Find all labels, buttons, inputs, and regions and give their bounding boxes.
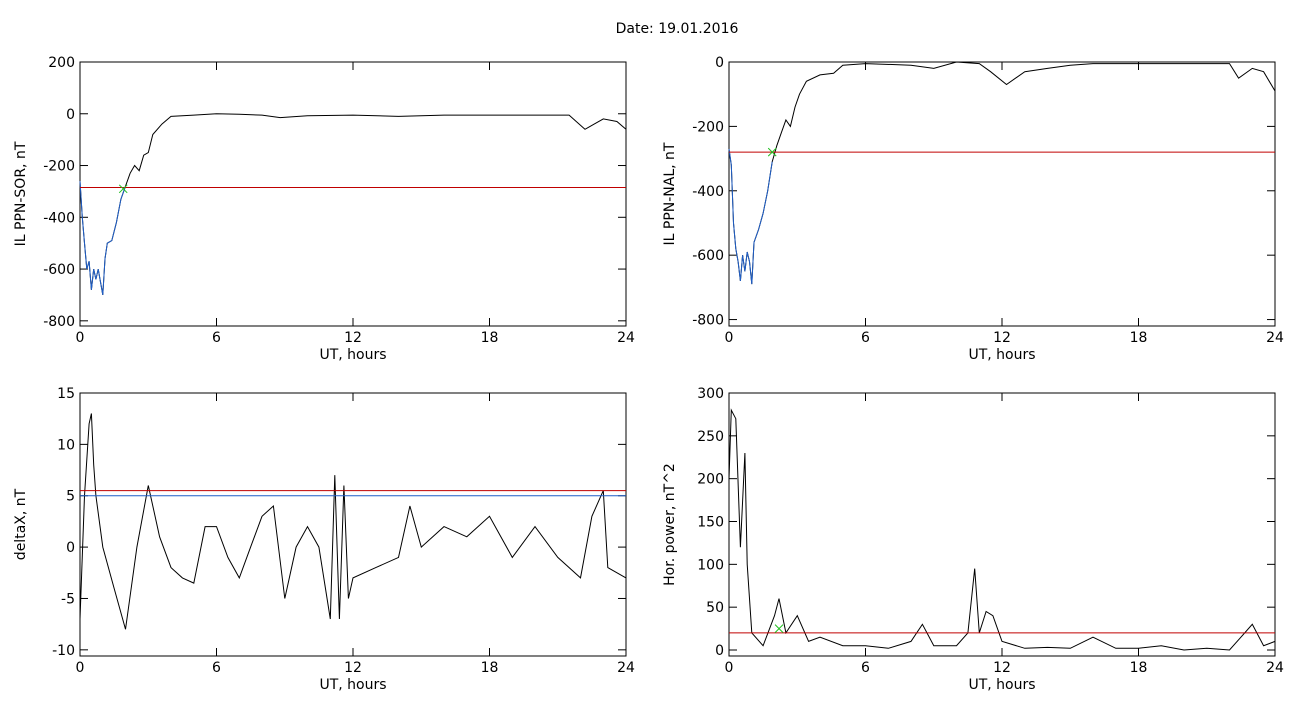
marker	[767, 147, 777, 157]
y-tick-label: -5	[61, 591, 75, 607]
x-axis-label: UT, hours	[968, 677, 1035, 693]
x-tick-label: 12	[993, 660, 1011, 676]
x-tick-label: 6	[212, 330, 221, 346]
y-tick-label: 200	[48, 55, 75, 71]
y-tick-label: 0	[715, 55, 724, 71]
y-tick-label: 0	[715, 643, 724, 659]
y-tick-label: -200	[692, 119, 724, 135]
data-line	[79, 181, 126, 295]
x-tick-label: 24	[1266, 660, 1284, 676]
x-axis-label: UT, hours	[319, 347, 386, 363]
x-tick-label: 0	[725, 330, 734, 346]
y-tick-label: -10	[52, 643, 75, 659]
x-tick-label: 0	[76, 660, 85, 676]
x-tick-label: 6	[861, 660, 870, 676]
y-tick-label: 5	[66, 489, 75, 505]
y-axis-label: IL PPN-NAL, nT	[662, 142, 678, 245]
y-tick-label: 300	[697, 386, 724, 402]
x-axis-label: UT, hours	[968, 347, 1035, 363]
x-tick-label: 18	[1130, 660, 1148, 676]
plot-frame	[79, 392, 627, 657]
x-tick-label: 12	[344, 330, 362, 346]
x-tick-label: 24	[1266, 330, 1284, 346]
y-tick-label: 100	[697, 557, 724, 573]
y-tick-label: 50	[706, 600, 724, 616]
x-tick-label: 24	[617, 660, 635, 676]
y-tick-label: -600	[692, 248, 724, 264]
y-tick-label: 250	[697, 429, 724, 445]
data-line	[79, 413, 627, 630]
plot-frame	[728, 61, 1276, 327]
y-tick-label: 10	[57, 437, 75, 453]
y-tick-label: 150	[697, 515, 724, 531]
x-tick-label: 6	[212, 660, 221, 676]
x-tick-label: 6	[861, 330, 870, 346]
y-axis-label: Hor. power, nT^2	[662, 463, 678, 586]
y-tick-label: -400	[43, 210, 75, 226]
y-tick-label: 0	[66, 107, 75, 123]
marker	[774, 624, 784, 633]
x-tick-label: 12	[344, 660, 362, 676]
x-axis-label: UT, hours	[319, 677, 386, 693]
marker	[118, 184, 128, 194]
x-tick-label: 18	[481, 330, 499, 346]
figure-title: Date: 19.01.2016	[616, 21, 739, 37]
plot-frame	[728, 392, 1276, 657]
y-tick-label: -800	[692, 313, 724, 329]
y-tick-label: 0	[66, 540, 75, 556]
x-tick-label: 18	[481, 660, 499, 676]
plot-frame	[79, 61, 627, 327]
data-line	[728, 148, 773, 285]
x-tick-label: 12	[993, 330, 1011, 346]
y-tick-label: -400	[692, 184, 724, 200]
y-axis-label: deltaX, nT	[13, 488, 29, 560]
y-tick-label: -800	[43, 314, 75, 330]
y-tick-label: -200	[43, 159, 75, 175]
x-tick-label: 0	[725, 660, 734, 676]
data-line	[728, 61, 1276, 285]
y-tick-label: 15	[57, 386, 75, 402]
data-line	[728, 408, 1276, 651]
y-tick-label: 200	[697, 472, 724, 488]
x-tick-label: 18	[1130, 330, 1148, 346]
data-line	[79, 113, 627, 295]
y-tick-label: -600	[43, 262, 75, 278]
y-axis-label: IL PPN-SOR, nT	[13, 141, 29, 246]
x-tick-label: 24	[617, 330, 635, 346]
x-tick-label: 0	[76, 330, 85, 346]
